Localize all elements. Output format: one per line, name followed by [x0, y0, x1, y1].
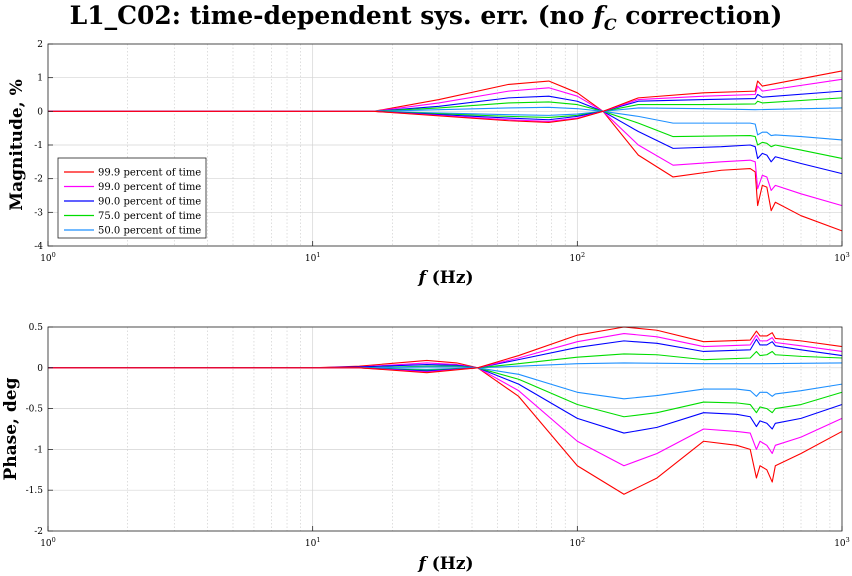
x-tick-label: 102 [570, 251, 586, 264]
series-group [48, 326, 843, 495]
y-tick-label: 2 [37, 40, 43, 50]
y-tick-label: -1.5 [26, 486, 44, 496]
y-tick-label: 0.5 [29, 323, 44, 333]
series-line-0 [48, 80, 843, 232]
y-tick-label: 0 [37, 364, 43, 374]
x-tick-label: 100 [40, 251, 56, 264]
legend-label: 99.9 percent of time [98, 168, 201, 179]
y-tick-label: -0.5 [26, 405, 44, 415]
series-line-9 [48, 70, 843, 123]
series-line-1 [48, 362, 843, 467]
series-group [48, 70, 843, 232]
x-tick-label: 103 [834, 251, 850, 264]
series-line-7 [48, 90, 843, 121]
x-tick-label: 103 [834, 536, 850, 549]
series-line-6 [48, 97, 843, 118]
x-tick-label: 101 [305, 536, 321, 549]
y-tick-label: -2 [34, 527, 43, 537]
legend: 99.9 percent of time 99.0 percent of time… [57, 157, 207, 239]
x-axis-label-bottom: f (Hz) [417, 554, 473, 574]
series-line-1 [48, 87, 843, 207]
series-line-3 [48, 101, 843, 160]
chart-title: L1_C02: time-dependent sys. err. (no fC … [70, 1, 783, 34]
series-line-2 [48, 95, 843, 175]
series-line-4 [48, 106, 843, 141]
y-tick-label: 0 [37, 107, 43, 117]
y-tick-label: -1 [34, 141, 43, 151]
plot-area [48, 327, 842, 531]
y-tick-label: -1 [34, 445, 43, 455]
phase-plot: 100 101 102 103 0.5 0 -0.5 -1 -1.5 -2 Phase, deg [1, 323, 850, 549]
y-axis-label: Magnitude, % [7, 79, 27, 210]
y-tick-label: -2 [34, 175, 43, 185]
series-line-5 [48, 107, 843, 116]
series-line-3 [48, 365, 843, 418]
x-tick-label: 102 [570, 536, 586, 549]
legend-box [57, 157, 207, 239]
series-line-4 [48, 366, 843, 400]
series-line-2 [48, 363, 843, 434]
y-tick-label: 1 [37, 74, 43, 84]
series-line-8 [48, 78, 843, 122]
legend-label: 99.0 percent of time [98, 182, 201, 193]
legend-label: 50.0 percent of time [98, 226, 201, 237]
y-tick-label: -3 [34, 208, 43, 218]
x-tick-label: 101 [305, 251, 321, 264]
series-line-0 [48, 359, 843, 495]
legend-label: 75.0 percent of time [98, 211, 201, 222]
x-axis-label-top: f (Hz) [417, 268, 473, 288]
axes-box [47, 326, 843, 532]
series-line-9 [48, 326, 843, 374]
y-tick-label: -4 [34, 242, 43, 252]
x-tick-label: 100 [40, 536, 56, 549]
y-axis-label: Phase, deg [1, 377, 21, 480]
legend-label: 90.0 percent of time [98, 197, 201, 208]
